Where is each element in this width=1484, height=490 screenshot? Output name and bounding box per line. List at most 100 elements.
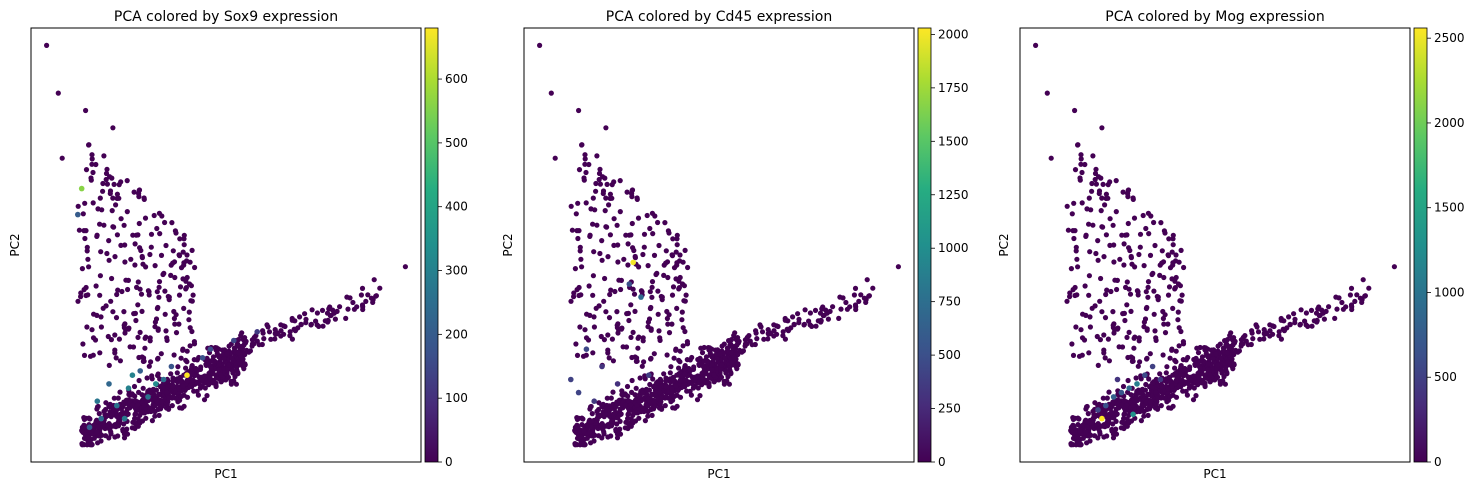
data-point [838, 306, 844, 312]
data-point [131, 311, 137, 317]
data-point [76, 227, 82, 233]
data-point [1044, 90, 1050, 96]
data-point [1193, 393, 1199, 399]
data-point [95, 403, 101, 410]
data-point [1177, 283, 1183, 289]
data-point [1114, 286, 1120, 293]
data-point [103, 414, 109, 420]
data-point [117, 389, 123, 395]
data-point [1148, 213, 1154, 219]
data-point [645, 413, 651, 419]
colorbar-gradient [424, 27, 439, 463]
data-point [1257, 336, 1263, 342]
data-point [644, 408, 650, 414]
data-point [1048, 155, 1054, 161]
data-point [170, 378, 176, 384]
data-point [677, 348, 683, 354]
data-point [1113, 426, 1119, 432]
data-point [183, 285, 189, 291]
data-point [623, 232, 629, 238]
colorbar-tick-label: 1750 [938, 81, 969, 95]
data-point [1110, 435, 1117, 441]
data-point [123, 277, 129, 283]
data-point [142, 345, 148, 351]
data-point [96, 411, 102, 417]
data-point [757, 322, 763, 328]
data-point [624, 189, 630, 195]
data-point [651, 351, 657, 357]
data-point [1205, 354, 1211, 360]
data-point [1170, 242, 1176, 248]
data-point [1138, 373, 1144, 379]
data-point [1094, 422, 1100, 428]
data-point [1092, 303, 1098, 309]
data-point [1173, 394, 1180, 400]
data-point [1205, 346, 1211, 352]
data-point [771, 328, 777, 334]
data-point [119, 409, 126, 415]
data-point [86, 142, 92, 148]
data-point [1224, 350, 1230, 356]
colorbar-tick-label: 2500 [1434, 31, 1465, 45]
data-point [634, 402, 640, 408]
data-point [1098, 208, 1104, 214]
data-point [98, 314, 104, 320]
data-point [113, 315, 120, 321]
data-point [359, 285, 366, 291]
data-point [665, 321, 671, 327]
data-point [629, 220, 635, 227]
data-point [169, 220, 175, 226]
data-point [206, 382, 212, 388]
data-point [370, 299, 376, 305]
data-point [611, 179, 617, 185]
data-point [1093, 166, 1099, 172]
data-point [607, 232, 614, 238]
data-point [1157, 371, 1163, 377]
data-point [173, 312, 179, 318]
data-point [614, 309, 620, 315]
data-point [55, 90, 61, 96]
data-point [1181, 264, 1187, 271]
data-point [614, 325, 621, 331]
data-point [601, 337, 608, 343]
data-point [1124, 334, 1130, 340]
data-point [159, 403, 165, 409]
data-point [578, 434, 584, 440]
data-point [1068, 442, 1074, 448]
data-point [656, 328, 662, 334]
data-point [1309, 323, 1315, 329]
data-point [655, 219, 661, 226]
data-point [674, 262, 680, 268]
data-point [135, 302, 141, 308]
data-point [238, 332, 244, 339]
data-point [1261, 336, 1267, 342]
expression-point [75, 211, 81, 218]
data-point [168, 272, 174, 278]
data-point [1133, 375, 1139, 381]
colorbar-tick-label: 600 [445, 72, 468, 86]
data-point [170, 248, 176, 254]
data-point [652, 403, 658, 409]
data-point [224, 351, 230, 357]
data-point [119, 288, 125, 295]
data-point [104, 181, 110, 187]
data-point [606, 355, 612, 361]
data-point [1147, 399, 1153, 405]
data-point [1227, 332, 1233, 339]
data-point [136, 354, 142, 361]
data-point [121, 435, 128, 441]
data-point [1090, 153, 1096, 159]
data-point [749, 342, 755, 348]
data-point [1125, 191, 1131, 197]
data-point [568, 203, 574, 209]
data-point [1099, 125, 1105, 131]
data-point [765, 330, 771, 337]
data-point [578, 256, 584, 262]
data-point [1172, 357, 1178, 363]
data-point [1085, 411, 1091, 417]
data-point [103, 170, 110, 177]
data-point [737, 347, 743, 353]
data-point [147, 251, 153, 258]
data-point [124, 178, 130, 184]
data-point [243, 338, 249, 344]
